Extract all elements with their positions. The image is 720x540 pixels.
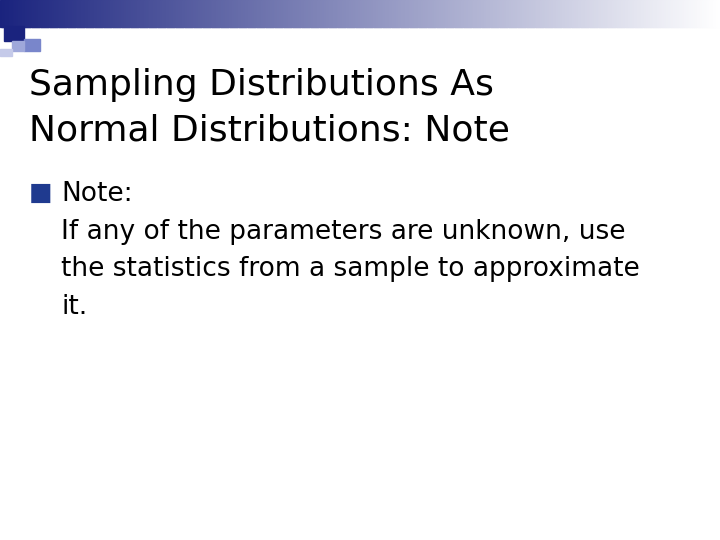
Text: it.: it. [61,294,87,320]
Text: Sampling Distributions As: Sampling Distributions As [29,68,494,102]
Text: the statistics from a sample to approximate: the statistics from a sample to approxim… [61,256,640,282]
Text: If any of the parameters are unknown, use: If any of the parameters are unknown, us… [61,219,626,245]
Text: Normal Distributions: Note: Normal Distributions: Note [29,113,510,147]
Text: ■: ■ [29,181,53,205]
Text: Note:: Note: [61,181,132,207]
